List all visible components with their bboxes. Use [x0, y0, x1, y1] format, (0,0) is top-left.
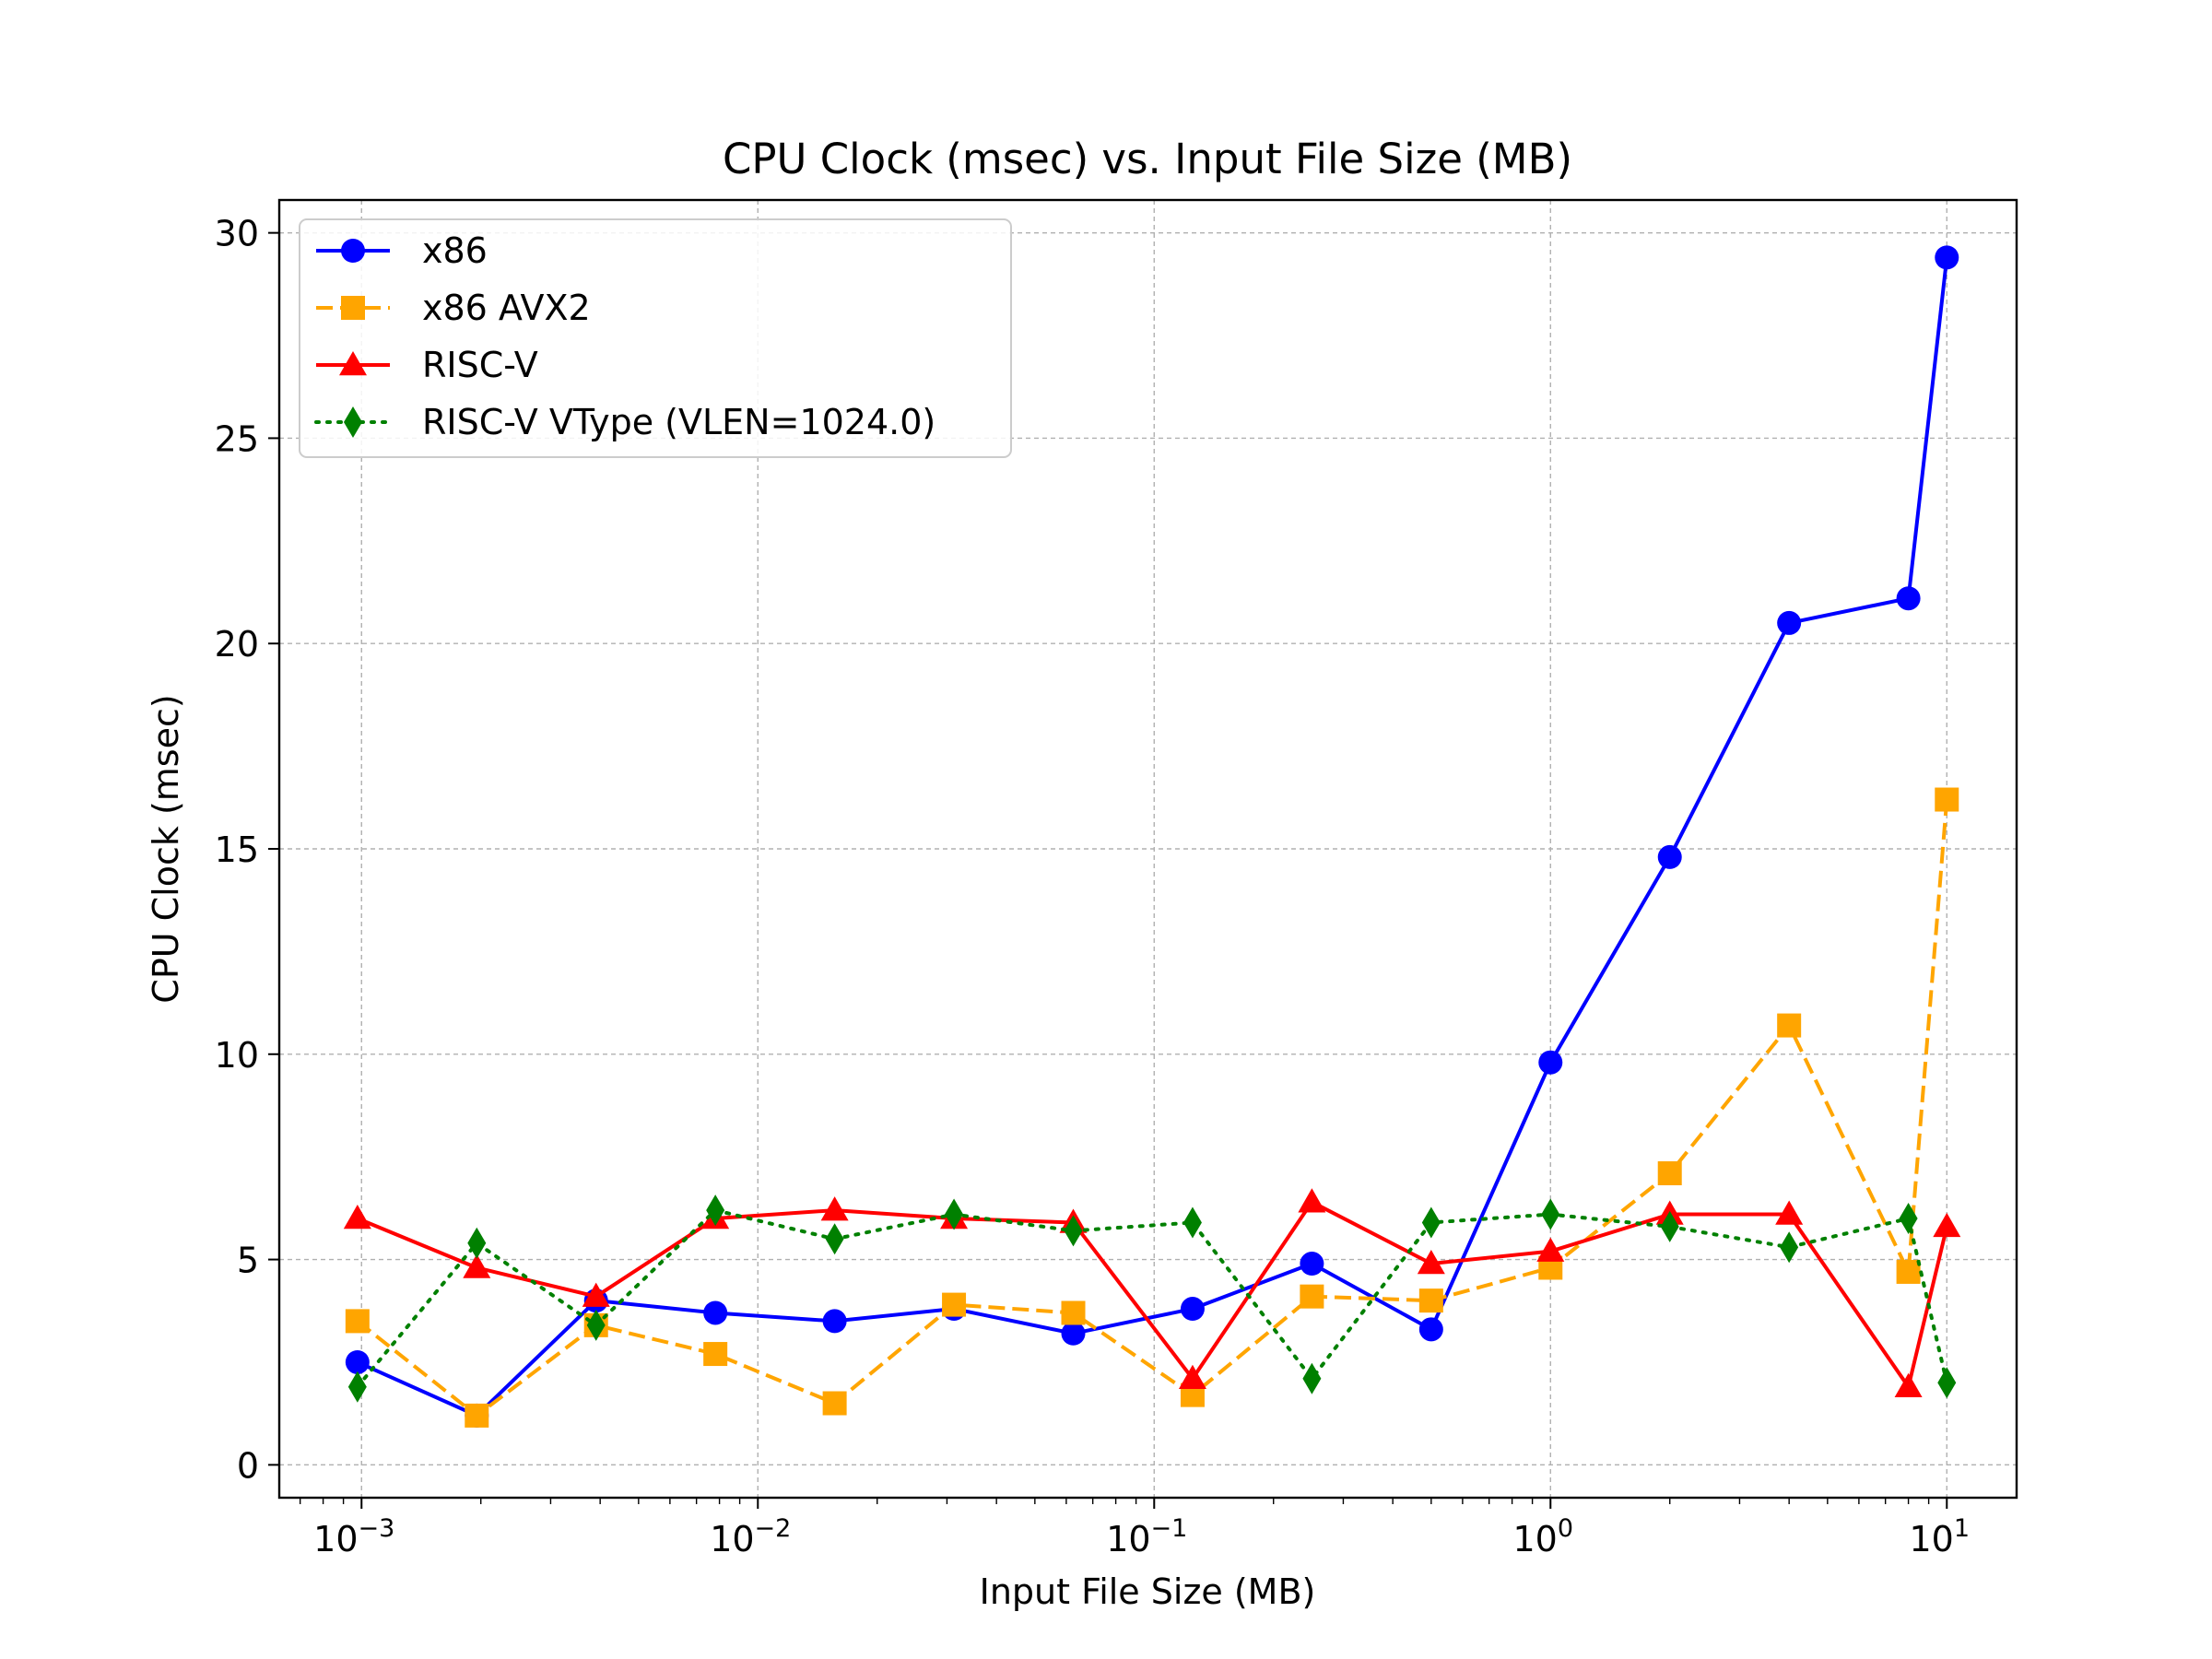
legend-frame — [299, 218, 1012, 458]
data-point — [1536, 1237, 1565, 1262]
legend-marker — [341, 296, 365, 320]
data-point — [703, 1300, 728, 1325]
data-point — [1064, 1215, 1083, 1247]
legend-item: x86 AVX2 — [316, 288, 591, 328]
series-3 — [347, 1194, 1957, 1403]
data-point — [467, 1227, 487, 1259]
data-point — [343, 1205, 371, 1230]
data-point — [1421, 1206, 1441, 1239]
data-point — [1777, 610, 1802, 635]
data-point — [1899, 1203, 1918, 1235]
data-point — [703, 1342, 728, 1367]
series-1 — [345, 787, 1959, 1428]
data-point — [1937, 1367, 1957, 1399]
data-point — [345, 1349, 370, 1374]
data-point — [1935, 245, 1959, 270]
legend-item: RISC-V — [316, 345, 538, 385]
data-point — [1894, 1372, 1923, 1397]
data-point — [1180, 1297, 1205, 1322]
data-point — [463, 1253, 491, 1278]
data-point — [1896, 586, 1921, 611]
data-point — [945, 1198, 964, 1230]
series-2 — [343, 1188, 1961, 1397]
data-point — [822, 1309, 847, 1334]
data-point — [1182, 1206, 1202, 1239]
data-point — [1777, 1013, 1802, 1038]
legend-label: RISC-V — [422, 345, 538, 385]
y-tick-label: 15 — [215, 830, 259, 870]
data-point — [1178, 1364, 1206, 1390]
data-point — [822, 1391, 847, 1416]
data-point — [1780, 1231, 1799, 1264]
data-point — [1657, 844, 1682, 869]
data-point — [942, 1292, 967, 1317]
data-point — [582, 1282, 610, 1307]
y-tick-label: 25 — [215, 418, 259, 459]
x-tick-label: 100 — [1513, 1514, 1574, 1559]
data-point — [1418, 1317, 1443, 1342]
data-point — [706, 1194, 725, 1227]
axis-ticks: 10−3 10−2 10−1 100 101 0 5 10 15 20 25 30 — [215, 214, 1970, 1559]
data-point — [1896, 1259, 1921, 1284]
x-tick-label: 10−1 — [1106, 1514, 1187, 1559]
data-point — [1538, 1050, 1563, 1075]
data-point — [586, 1309, 606, 1341]
legend-label: RISC-V VType (VLEN=1024.0) — [422, 402, 935, 442]
data-point — [1933, 1212, 1961, 1238]
data-point — [347, 1371, 367, 1403]
data-point — [1298, 1188, 1326, 1213]
legend-marker — [344, 406, 362, 438]
legend-item: RISC-V VType (VLEN=1024.0) — [314, 402, 935, 442]
data-point — [345, 1309, 370, 1334]
x-tick-label: 10−3 — [313, 1514, 394, 1559]
data-point — [1417, 1250, 1445, 1275]
y-tick-label: 30 — [215, 214, 259, 254]
series-line — [355, 1208, 1949, 1389]
y-tick-label: 5 — [237, 1241, 259, 1281]
data-point — [1061, 1300, 1086, 1325]
data-point — [1935, 787, 1959, 812]
data-point — [1660, 1210, 1679, 1242]
data-point — [1300, 1284, 1324, 1309]
legend: x86 x86 AVX2 RISC-V RISC-V VType (VLEN=1024… — [299, 218, 1012, 458]
x-tick-label: 101 — [1910, 1514, 1971, 1559]
data-point — [1061, 1321, 1086, 1346]
data-point — [1418, 1288, 1443, 1313]
data-point — [820, 1196, 849, 1221]
data-point — [1302, 1362, 1322, 1394]
plot-series — [343, 245, 1961, 1428]
x-tick-label: 10−2 — [710, 1514, 791, 1559]
legend-marker — [341, 239, 365, 263]
y-tick-label: 0 — [237, 1445, 259, 1486]
data-point — [825, 1223, 844, 1255]
legend-label: x86 AVX2 — [422, 288, 591, 328]
y-axis-label: CPU Clock (msec) — [146, 694, 186, 1003]
data-point — [1657, 1161, 1682, 1185]
x-axis-label: Input File Size (MB) — [980, 1571, 1316, 1612]
y-tick-label: 10 — [215, 1035, 259, 1076]
data-point — [465, 1403, 489, 1428]
legend-marker — [339, 351, 367, 376]
data-point — [1541, 1198, 1560, 1230]
data-point — [1300, 1252, 1324, 1277]
data-point — [1775, 1200, 1804, 1225]
y-tick-label: 20 — [215, 624, 259, 665]
legend-item: x86 — [316, 230, 488, 271]
legend-label: x86 — [422, 230, 488, 271]
chart-title: CPU Clock (msec) vs. Input File Size (MB… — [723, 135, 1572, 183]
